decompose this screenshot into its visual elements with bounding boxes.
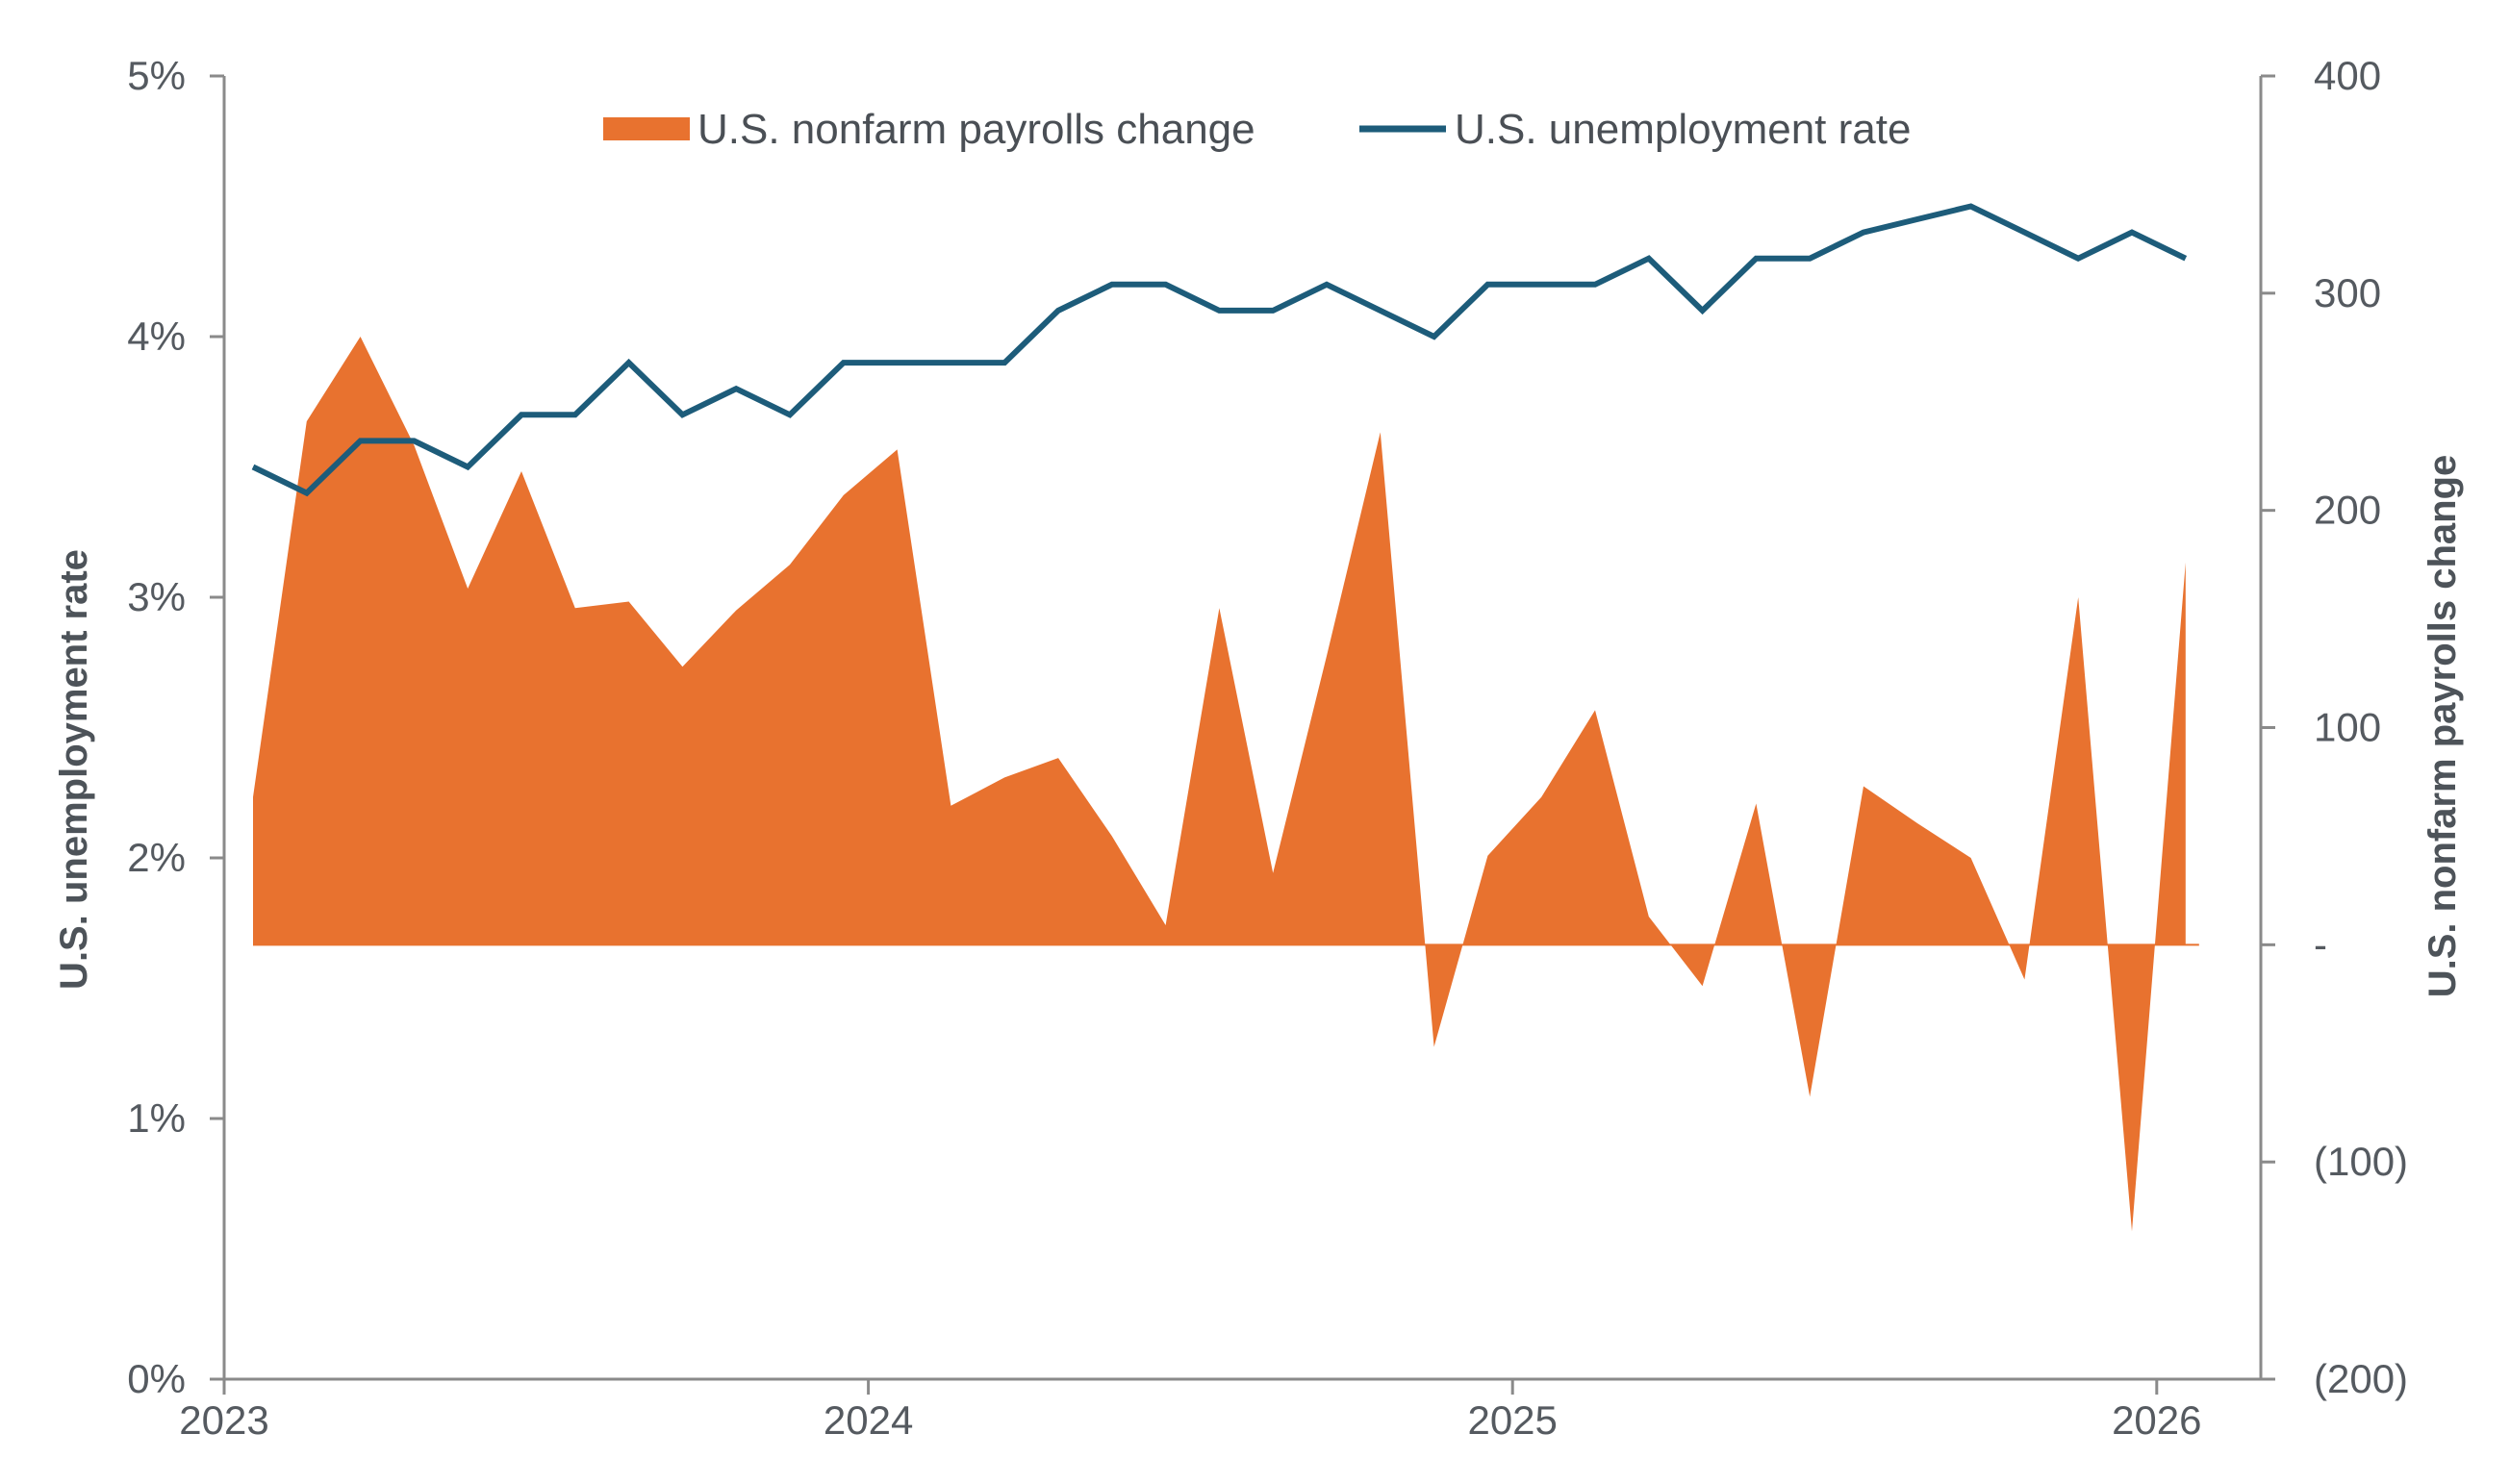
y-left-axis-title: U.S. unemployment rate: [53, 549, 95, 990]
y-left-tick-label: 3%: [127, 574, 186, 619]
y-right-tick-label: 400: [2314, 53, 2381, 98]
unemployment-line: [251, 203, 2188, 497]
x-tick-label: 2025: [1467, 1397, 1557, 1443]
y-right-tick-label: 200: [2314, 488, 2381, 533]
x-tick-label: 2026: [2112, 1397, 2201, 1443]
y-left-tick-label: 1%: [127, 1095, 186, 1141]
payrolls-area: [253, 337, 2186, 1232]
legend-label-unemployment: U.S. unemployment rate: [1455, 106, 1911, 153]
legend: U.S. nonfarm payrolls change U.S. unempl…: [603, 106, 1911, 153]
y-right-tick-label: (100): [2314, 1139, 2408, 1184]
y-left-tick-label: 5%: [127, 53, 186, 98]
y-left-tick-label: 4%: [127, 314, 186, 359]
y-left-tick-label: 2%: [127, 835, 186, 880]
x-tick-label: 2024: [824, 1397, 913, 1443]
legend-label-payrolls: U.S. nonfarm payrolls change: [697, 106, 1255, 153]
y-right-tick-label: -: [2314, 921, 2327, 967]
y-right-tick-label: 300: [2314, 270, 2381, 315]
y-left-tick-label: 0%: [127, 1356, 186, 1401]
plot-area: [251, 203, 2199, 1232]
legend-swatch-payrolls: [603, 117, 690, 140]
y-right-tick-label: 100: [2314, 705, 2381, 750]
y-right-axis-title: U.S. nonfarm payrolls change: [2421, 455, 2464, 998]
axes: 0% 1% 2% 3% 4% 5% 400 300 200 100 - (100) (200) 2023 2…: [127, 53, 2408, 1443]
y-right-tick-label: (200): [2314, 1356, 2408, 1401]
x-tick-label: 2023: [179, 1397, 268, 1443]
